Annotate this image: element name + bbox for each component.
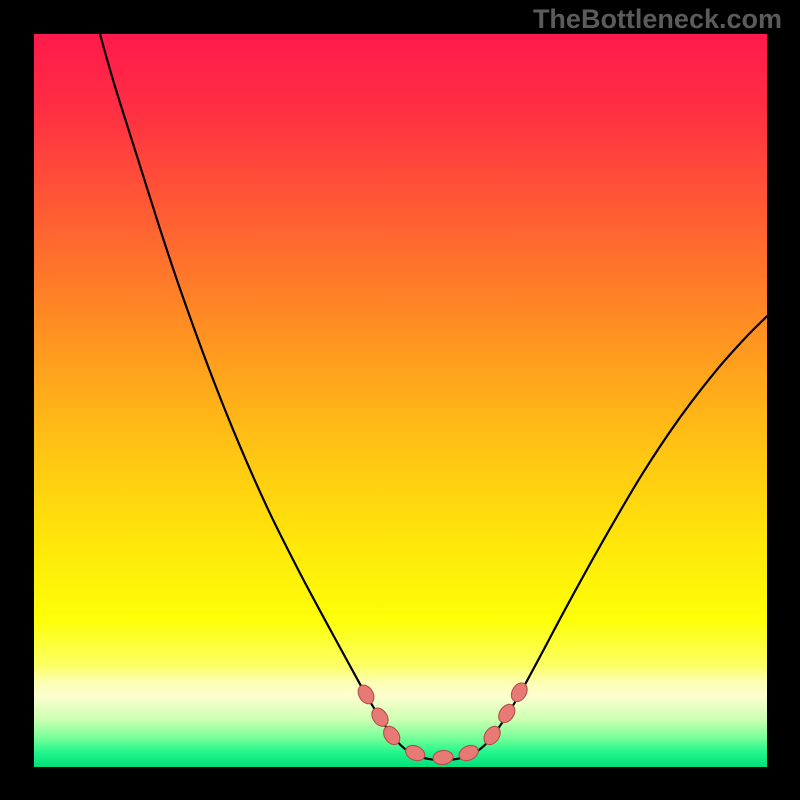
plot-area <box>34 34 767 767</box>
watermark-text: TheBottleneck.com <box>533 4 782 35</box>
gradient-background <box>34 34 767 767</box>
plot-svg <box>34 34 767 767</box>
